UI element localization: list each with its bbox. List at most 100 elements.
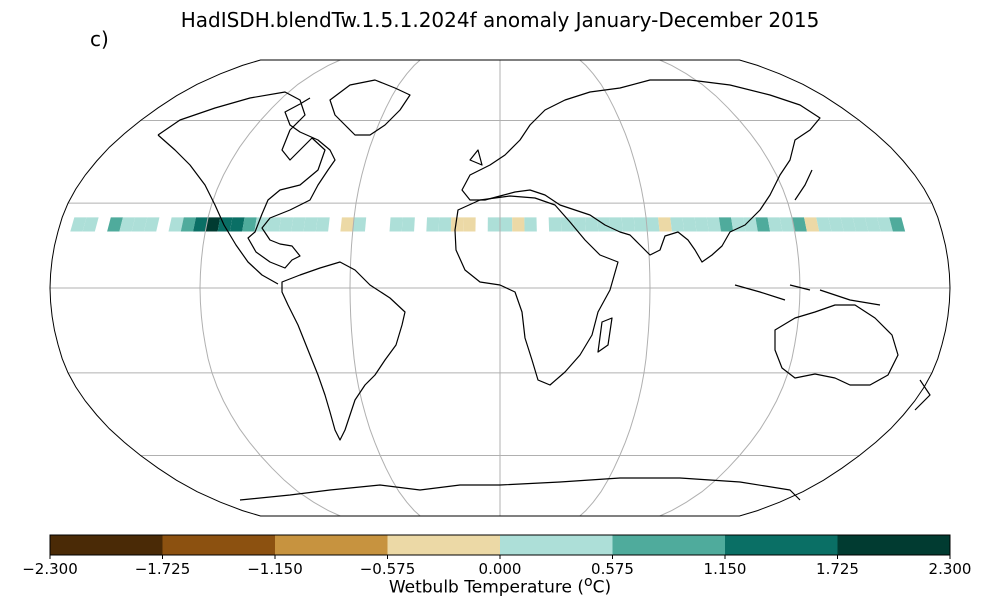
anomaly-cell [609, 217, 623, 232]
anomaly-grid [70, 217, 906, 232]
colorbar-label-text: Wetbulb Temperature ( [388, 577, 584, 598]
anomaly-cell [864, 217, 881, 232]
anomaly-cell [500, 217, 513, 232]
colorbar-swatch [612, 535, 726, 555]
coastline-britain [469, 149, 483, 166]
anomaly-cell [487, 217, 500, 232]
anomaly-cell [670, 217, 685, 232]
coastline-north-america [157, 91, 336, 269]
anomaly-cell [743, 217, 758, 232]
meridian-line [349, 59, 421, 517]
colorbar-tick-label: 2.300 [928, 560, 972, 578]
coastline-japan [794, 169, 813, 201]
anomaly-cell [82, 217, 99, 232]
anomaly-cell [229, 217, 245, 232]
colorbar-swatch [500, 535, 613, 555]
anomaly-cell [340, 217, 355, 232]
coastline-australia [774, 304, 899, 386]
anomaly-cell [694, 217, 709, 232]
colorbar-tick-label: 0.575 [591, 560, 634, 578]
coastline-eurasia [461, 79, 821, 263]
panel-label: c) [90, 27, 109, 51]
anomaly-cell [852, 217, 869, 232]
anomaly-cell [755, 217, 771, 232]
colorbar-tick-label: 0.000 [478, 560, 522, 578]
anomaly-cell [168, 217, 184, 232]
coastline-south-america [281, 261, 406, 441]
anomaly-cell [266, 217, 282, 232]
colorbar-label-unit: C) [592, 577, 612, 598]
colorbar-label: Wetbulb Temperature (oC) [0, 574, 1000, 598]
anomaly-cell [401, 217, 415, 232]
colorbar-swatches [50, 535, 951, 555]
anomaly-cell [791, 217, 807, 232]
coastline-west-coast [157, 134, 279, 285]
anomaly-cell [840, 217, 857, 232]
anomaly-cell [767, 217, 783, 232]
anomaly-cell [779, 217, 795, 232]
colorbar-tick-label: −1.725 [134, 560, 191, 578]
anomaly-cell [131, 217, 148, 232]
anomaly-cell [254, 217, 269, 232]
anomaly-cell [107, 217, 123, 232]
anomaly-cell [682, 217, 697, 232]
anomaly-cell [463, 217, 476, 232]
anomaly-cell [804, 217, 820, 232]
coastlines [157, 79, 931, 501]
anomaly-cell [877, 217, 893, 232]
anomaly-cell [560, 217, 574, 232]
colorbar-swatch [387, 535, 501, 555]
anomaly-cell [217, 217, 233, 232]
coastline-antarctica [239, 477, 801, 501]
coastline-new-zealand [914, 379, 931, 411]
anomaly-cell [512, 217, 525, 232]
colorbar-tick-label: 1.150 [703, 560, 747, 578]
colorbar-tick-label: −0.575 [359, 560, 416, 578]
meridian-line [579, 59, 651, 517]
anomaly-cell [205, 217, 221, 232]
anomaly-cell [731, 217, 746, 232]
map-outline [49, 59, 951, 517]
colorbar-label-superscript: o [583, 574, 593, 590]
anomaly-cell [389, 217, 403, 232]
anomaly-cell [548, 217, 562, 232]
anomaly-cell [426, 217, 440, 232]
anomaly-cell [889, 217, 906, 232]
map-title: HadISDH.blendTw.1.5.1.2024f anomaly Janu… [180, 8, 820, 32]
anomaly-cell [524, 217, 537, 232]
coastline-greenland [329, 79, 411, 136]
anomaly-cell [572, 217, 586, 232]
anomaly-cell [193, 217, 209, 232]
colorbar-swatch [50, 535, 163, 555]
meridian-line [199, 59, 341, 517]
anomaly-cell [621, 217, 636, 232]
colorbar-swatch [837, 535, 951, 555]
colorbar-tick-label: 1.725 [816, 560, 859, 578]
anomaly-cell [70, 217, 87, 232]
colorbar-swatch [275, 535, 388, 555]
anomaly-cell [279, 217, 294, 232]
coastline-africa [454, 195, 619, 386]
anomaly-cell [352, 217, 367, 232]
anomaly-cell [242, 217, 257, 232]
colorbar-swatch [725, 535, 838, 555]
anomaly-cell [303, 217, 318, 232]
anomaly-cell [633, 217, 648, 232]
anomaly-cell [143, 217, 160, 232]
anomaly-cell [291, 217, 306, 232]
colorbar-tick-marks [49, 555, 951, 559]
anomaly-cell [438, 217, 452, 232]
anomaly-cell [828, 217, 844, 232]
colorbar-tick-label: −2.300 [22, 560, 78, 578]
colorbar-swatch [162, 535, 276, 555]
anomaly-cell [645, 217, 660, 232]
anomaly-cell [180, 217, 196, 232]
anomaly-cell [816, 217, 832, 232]
anomaly-cell [658, 217, 672, 232]
anomaly-cell [450, 217, 464, 232]
anomaly-cell [706, 217, 721, 232]
colorbar-tick-label: −1.150 [247, 560, 303, 578]
anomaly-cell [718, 217, 734, 232]
